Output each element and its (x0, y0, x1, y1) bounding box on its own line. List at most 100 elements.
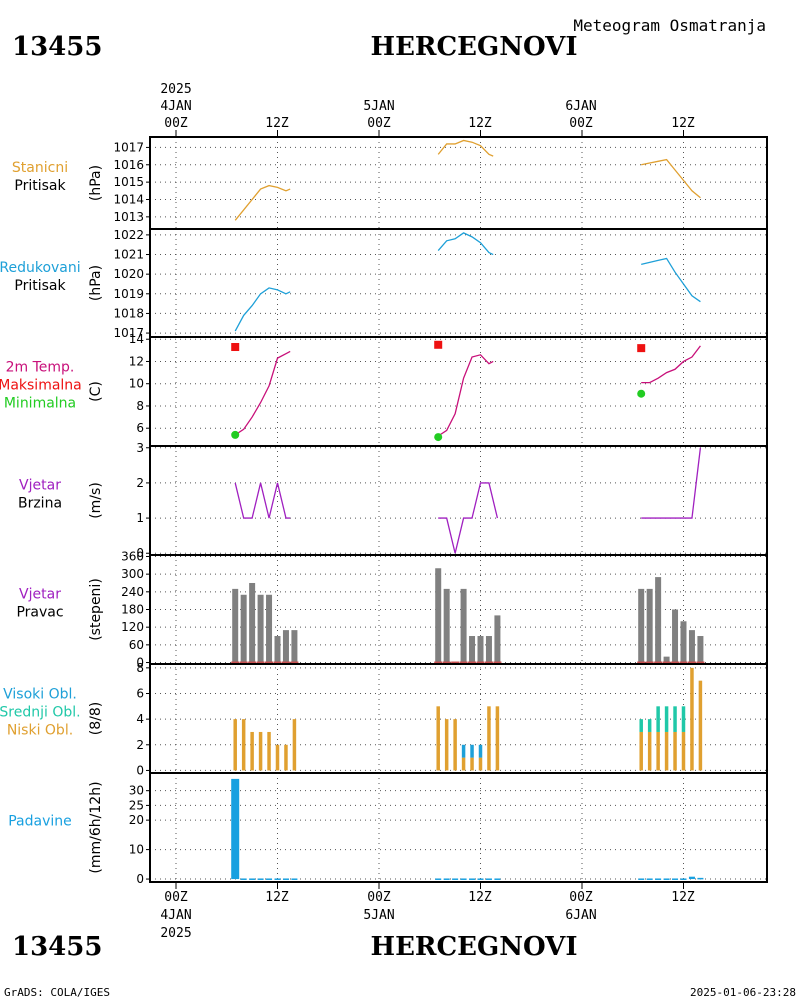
precipitation-frame (149, 772, 768, 883)
tmax-marker-0 (231, 343, 240, 352)
wind-direction-ytick-label-4: 240 (121, 585, 144, 599)
wind-speed-panel: 0 1 2 3 (m/s) Vjetar Brzina (18, 441, 768, 560)
reduced-pressure-series-1 (437, 232, 494, 256)
station-pressure-ytick-label-1: 1014 (113, 192, 144, 206)
cloud-mid-bar-16 (639, 719, 643, 732)
wind-speed-series-2 (641, 447, 702, 519)
reduced-pressure-title-0: Redukovani (0, 260, 81, 276)
wind-speed-ytick-label-1: 1 (136, 511, 144, 525)
precip-bar-21 (680, 878, 687, 880)
wind-direction-panel: 0 60 120 180 240 300 360 (stepeni) Vjetar Pravac (16, 549, 768, 670)
wind-direction-ytick-label-2: 120 (121, 620, 144, 634)
precip-bar-11 (460, 878, 467, 880)
precip-bar-14 (485, 878, 492, 880)
temperature-ylabel: (C) (88, 381, 104, 402)
station-pressure-panel: 1013 1014 1015 1016 1017 (hPa) Stanicni Pritisa… (12, 136, 768, 230)
station-name-bottom: HERCEGNOVI (371, 932, 578, 962)
station-pressure-title-1: Pritisak (14, 178, 66, 194)
cloud-low-bar-20 (673, 731, 677, 771)
cloud-low-bar-6 (284, 744, 288, 771)
reduced-pressure-ytick-label-4: 1021 (113, 248, 144, 262)
cloud-low-bar-21 (681, 731, 686, 771)
wind-dir-bar-23 (697, 636, 704, 663)
wind-dir-bar-11 (460, 588, 467, 663)
wind-dir-bar-13 (477, 636, 484, 663)
precip-bar-10 (452, 878, 459, 880)
wind-direction-ylabel: (stepeni) (88, 578, 104, 641)
station-pressure-series-1 (437, 139, 494, 157)
precip-bar-4 (266, 878, 273, 880)
precipitation-ytick-label-1: 10 (129, 843, 144, 857)
cloud-mid-bar-19 (664, 706, 669, 732)
wind-direction-ytick-label-6: 360 (121, 549, 144, 563)
wind-direction-ytick-label-5: 300 (121, 567, 144, 581)
station-pressure-ytick-label-3: 1016 (113, 158, 144, 172)
wind-direction-title-0: Vjetar (19, 587, 61, 603)
bottom-hour-label-3: 00Z (367, 890, 391, 905)
cloud-low-bar-0 (233, 719, 237, 771)
wind-dir-bar-14 (485, 636, 492, 663)
bottom-hour-label-5: 00Z (569, 890, 593, 905)
temperature-title-2: Minimalna (4, 396, 76, 412)
wind-direction-title-1: Pravac (16, 605, 63, 621)
cloud-cover-ylabel: (8/8) (88, 702, 104, 735)
cloud-low-bar-2 (250, 731, 254, 771)
wind-dir-bar-16 (638, 588, 645, 663)
wind-speed-series-0 (234, 482, 291, 519)
top-hour-label-1: 00Z (164, 116, 188, 131)
precip-major-bar-0 (231, 778, 240, 880)
reduced-pressure-ytick-label-2: 1019 (113, 287, 144, 301)
cloud-low-bar-23 (698, 680, 703, 771)
cloud-cover-panel: 0 2 4 6 8 (8/8) Visoki Obl. Srednji Obl. Niski O… (0, 661, 768, 777)
wind-dir-bar-0 (232, 588, 239, 663)
top-hour-label-5: 00Z (569, 116, 593, 131)
bottom-hour-label-6: 12Z (671, 890, 695, 905)
station-pressure-ytick-label-0: 1013 (113, 210, 144, 224)
wind-dir-bar-5 (274, 636, 281, 663)
precip-bar-16 (638, 878, 645, 880)
precipitation-ytick-label-4: 30 (129, 784, 144, 798)
wind-direction-ytick-label-3: 180 (121, 603, 144, 617)
station-pressure-title-0: Stanicni (12, 160, 68, 176)
wind-dir-bar-17 (646, 588, 653, 663)
station-id-bottom: 13455 (12, 932, 102, 962)
reduced-pressure-ytick-label-3: 1020 (113, 267, 144, 281)
cloud-low-bar-15 (495, 706, 500, 771)
temperature-series-0 (234, 350, 291, 436)
precip-bar-2 (249, 878, 256, 880)
footer-source: GrADS: COLA/IGES (4, 986, 110, 999)
cloud-low-bar-5 (275, 744, 280, 771)
wind-direction-ytick-label-1: 60 (129, 638, 144, 652)
precip-bar-23 (697, 877, 704, 880)
temperature-series-1 (437, 354, 494, 437)
bottom-year-label: 2025 (160, 926, 191, 941)
precip-bar-22 (688, 876, 695, 880)
precip-bar-19 (663, 878, 670, 880)
cloud-high-bar-13 (478, 744, 483, 758)
tmax-marker-1 (434, 340, 443, 349)
precipitation-ytick-label-3: 25 (129, 798, 144, 812)
cloud-low-bar-17 (647, 731, 652, 771)
wind-dir-bar-6 (282, 630, 289, 663)
cloud-cover-title-2: Niski Obl. (7, 723, 73, 739)
wind-direction-ytick-label-0: 0 (136, 656, 144, 670)
temperature-ytick-label-4: 14 (129, 332, 144, 346)
wind-speed-title-0: Vjetar (19, 478, 61, 494)
cloud-low-bar-19 (664, 731, 669, 771)
top-year-label: 2025 (160, 82, 191, 97)
top-day-label-1: 4JAN (160, 99, 191, 114)
reduced-pressure-ytick-label-1: 1018 (113, 306, 144, 320)
precip-bar-15 (494, 878, 501, 880)
station-pressure-series-2 (641, 158, 701, 199)
station-pressure-ylabel: (hPa) (88, 165, 104, 201)
temperature-title-0: 2m Temp. (6, 360, 75, 376)
top-hour-label-6: 12Z (671, 116, 695, 131)
station-name-top: HERCEGNOVI (371, 32, 578, 62)
station-pressure-series-0 (234, 184, 291, 221)
tmax-marker-2 (637, 344, 646, 353)
cloud-cover-ytick-label-3: 6 (136, 686, 144, 700)
top-hour-label-4: 12Z (468, 116, 492, 131)
cloud-mid-bar-18 (656, 706, 660, 732)
temperature-ytick-label-2: 10 (129, 377, 144, 391)
